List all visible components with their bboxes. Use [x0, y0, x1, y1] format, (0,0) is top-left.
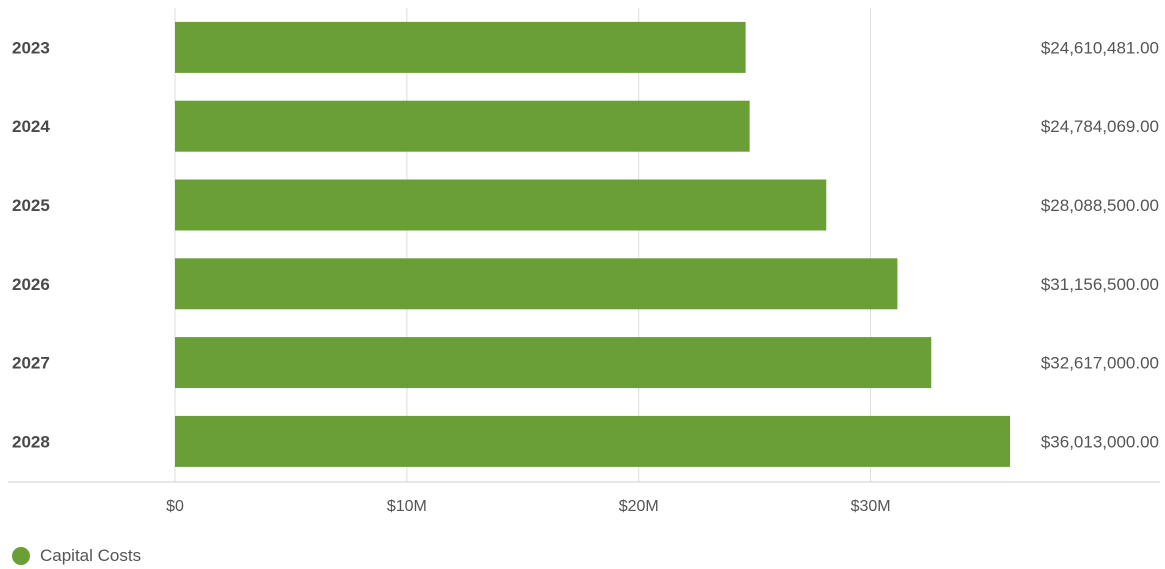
- x-tick-label: $30M: [851, 498, 891, 515]
- category-label: 2025: [12, 196, 50, 215]
- grid-lines: [174, 8, 872, 482]
- bar-series: [175, 21, 1010, 467]
- x-tick-label: $20M: [619, 498, 659, 515]
- value-label: $28,088,500.00: [1041, 196, 1159, 215]
- value-label: $36,013,000.00: [1041, 432, 1159, 451]
- value-label: $31,156,500.00: [1041, 275, 1159, 294]
- value-label: $24,784,069.00: [1041, 117, 1159, 136]
- bar-2025: [175, 179, 827, 231]
- value-label: $32,617,000.00: [1041, 354, 1159, 373]
- category-labels: 2023 2024 2025 2026 2027 2028: [12, 38, 50, 451]
- x-tick-labels: $0 $10M $20M $30M: [166, 498, 890, 515]
- legend-label: Capital Costs: [40, 546, 142, 565]
- category-label: 2026: [12, 275, 50, 294]
- category-label: 2028: [12, 432, 50, 451]
- bar-2026: [175, 258, 898, 310]
- category-label: 2023: [12, 38, 50, 57]
- bar-2024: [175, 100, 750, 152]
- x-tick-label: $10M: [387, 498, 427, 515]
- category-label: 2024: [12, 117, 50, 136]
- x-tick-label: $0: [166, 498, 184, 515]
- bar-2023: [175, 21, 746, 73]
- bar-2027: [175, 337, 932, 389]
- legend: Capital Costs: [12, 546, 141, 566]
- value-label: $24,610,481.00: [1041, 38, 1159, 57]
- bar-2028: [175, 415, 1010, 467]
- value-labels: $24,610,481.00 $24,784,069.00 $28,088,500.…: [1041, 38, 1159, 451]
- legend-marker: [12, 547, 30, 565]
- category-label: 2027: [12, 354, 50, 373]
